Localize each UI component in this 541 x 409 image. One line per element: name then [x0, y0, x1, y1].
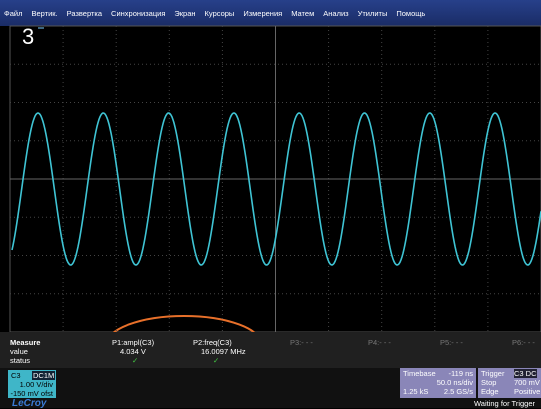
trig-mode: Stop: [481, 378, 497, 387]
trig-slope: Positive: [514, 387, 541, 396]
menu-item[interactable]: Анализ: [323, 8, 349, 18]
channel-name: C3: [11, 371, 21, 380]
menu-item[interactable]: Помощь: [396, 8, 426, 18]
param-name: P1:ampl(C3): [112, 338, 155, 347]
menu-bar: Файл Вертик. Развертка Синхронизация Экран Ку…: [0, 0, 541, 26]
tb-scale: 50.0 ns/div: [436, 378, 473, 387]
coupling: DC1M: [32, 371, 56, 380]
waveform: [11, 112, 541, 266]
menu-item[interactable]: Файл: [4, 8, 23, 18]
param-status: ✓: [213, 356, 220, 365]
param-name: P2:freq(C3): [193, 338, 232, 347]
menu-item[interactable]: Матем: [291, 8, 315, 18]
trig-title: Trigger: [481, 369, 505, 378]
channel-box: C3 DC1M 1.00 V/div -150 mV ofst: [8, 370, 56, 398]
param-status: ✓: [132, 356, 139, 365]
param-name: P4:- - -: [368, 338, 391, 347]
row-label: status: [10, 356, 31, 365]
param-name: P3:- - -: [290, 338, 313, 347]
overlay-label: 3: [22, 24, 35, 49]
menu-item[interactable]: Утилиты: [357, 8, 388, 18]
trig-type: Edge: [481, 387, 499, 396]
menu-item[interactable]: Измерения: [243, 8, 283, 18]
param-value: 4.034 V: [120, 347, 146, 356]
menu-item[interactable]: Курсоры: [204, 8, 235, 18]
timebase-box: Timebase -119 ns 50.0 ns/div 1.25 kS 2.5…: [400, 368, 476, 398]
param-value: 16.0097 MHz: [201, 347, 246, 356]
tb-delay: -119 ns: [448, 369, 473, 378]
trigger-box: Trigger C3 DC Stop 700 mV Edge Positive: [478, 368, 541, 398]
menu-item[interactable]: Синхронизация: [111, 8, 166, 18]
row-label: value: [10, 347, 28, 356]
scale: 1.00 V/div: [19, 380, 53, 389]
measure-title: Measure: [10, 338, 41, 347]
trig-level: 700 mV: [514, 378, 540, 387]
tb-title: Timebase: [403, 369, 436, 378]
status: Waiting for Trigger: [474, 399, 535, 408]
menu-item[interactable]: Развертка: [66, 8, 103, 18]
brand: LeCroy: [12, 398, 47, 409]
param-name: P6:- - -: [512, 338, 535, 347]
menu-item[interactable]: Вертик.: [31, 8, 58, 18]
menu-item[interactable]: Экран: [174, 8, 196, 18]
param-name: P5:- - -: [440, 338, 463, 347]
offset: -150 mV ofst: [10, 389, 53, 398]
tb-rate: 2.5 GS/s: [443, 387, 473, 396]
trig-source: C3 DC: [514, 369, 537, 378]
measure-panel: P1:ampl(C3) 4.034 V ✓ P2:freq(C3) 16.0097 MH…: [0, 332, 541, 368]
tb-samples: 1.25 kS: [403, 387, 429, 396]
